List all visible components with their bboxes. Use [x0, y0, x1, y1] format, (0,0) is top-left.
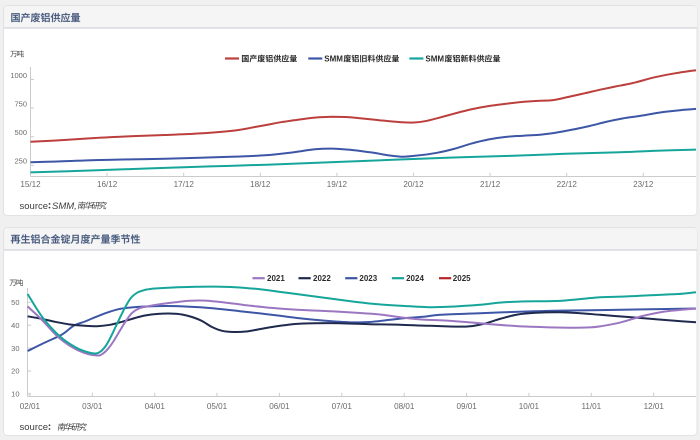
- svg-text:04/01: 04/01: [145, 402, 166, 411]
- svg-text:11/01: 11/01: [581, 402, 601, 411]
- svg-text:18/12: 18/12: [250, 180, 271, 189]
- svg-text:20/12: 20/12: [403, 180, 424, 189]
- svg-text:09/01: 09/01: [456, 402, 477, 411]
- svg-text:2023: 2023: [359, 274, 377, 283]
- svg-text:20: 20: [11, 367, 19, 376]
- svg-text:2025: 2025: [453, 274, 471, 283]
- svg-text:10/01: 10/01: [519, 402, 540, 411]
- svg-text:17/12: 17/12: [174, 180, 195, 189]
- svg-text:03/01: 03/01: [82, 402, 103, 411]
- svg-text:40: 40: [11, 321, 19, 330]
- svg-text:12/01: 12/01: [644, 402, 665, 411]
- svg-text:22/12: 22/12: [557, 180, 578, 189]
- svg-text:08/01: 08/01: [394, 402, 415, 411]
- svg-text:15/12: 15/12: [20, 180, 41, 189]
- svg-text:SMM: SMM: [425, 54, 444, 63]
- svg-text:30: 30: [11, 344, 19, 353]
- svg-text:SMM,: SMM,: [52, 201, 77, 212]
- svg-text:250: 250: [14, 157, 27, 166]
- svg-text:750: 750: [14, 99, 27, 108]
- svg-text:06/01: 06/01: [269, 402, 290, 411]
- svg-text:23/12: 23/12: [633, 180, 654, 189]
- svg-text:2021: 2021: [267, 274, 285, 283]
- svg-text:05/01: 05/01: [207, 402, 228, 411]
- svg-text:19/12: 19/12: [327, 180, 348, 189]
- svg-text:10: 10: [11, 390, 19, 399]
- svg-text:SMM: SMM: [324, 54, 343, 63]
- svg-text:500: 500: [14, 128, 27, 137]
- svg-text:1000: 1000: [10, 71, 27, 80]
- svg-text:2024: 2024: [406, 274, 424, 283]
- svg-text:50: 50: [11, 298, 19, 307]
- svg-text:07/01: 07/01: [332, 402, 353, 411]
- svg-text:21/12: 21/12: [480, 180, 501, 189]
- svg-text:2022: 2022: [313, 274, 331, 283]
- svg-text:16/12: 16/12: [97, 180, 118, 189]
- svg-text:02/01: 02/01: [20, 402, 41, 411]
- svg-text:source: source: [20, 422, 49, 433]
- svg-text:source: source: [20, 201, 49, 212]
